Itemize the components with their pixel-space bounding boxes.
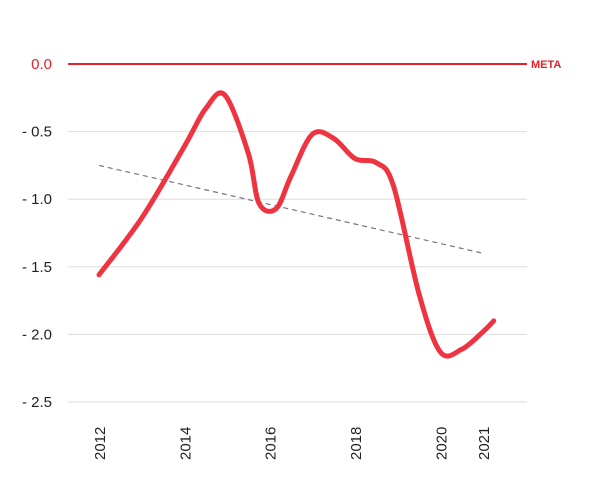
y-tick-label: - 0.5 xyxy=(22,124,52,141)
grid-lines xyxy=(68,131,527,403)
meta-reference-layer: META xyxy=(68,59,561,71)
y-tick-label: - 1.5 xyxy=(22,259,52,276)
y-tick-label: 0.0 xyxy=(31,56,52,73)
x-tick-label: 2020 xyxy=(433,427,450,460)
x-tick-label: 2021 xyxy=(476,427,493,460)
x-tick-label: 2012 xyxy=(92,427,109,460)
series-layer xyxy=(96,90,497,359)
series-line xyxy=(96,90,497,359)
x-tick-label: 2018 xyxy=(348,427,365,460)
y-axis-ticks: 0.0 - 0.5 - 1.0 - 1.5 - 2.0 - 2.5 xyxy=(22,56,52,411)
y-tick-label: - 1.0 xyxy=(22,191,52,208)
y-tick-label: - 2.5 xyxy=(22,394,52,411)
x-tick-label: 2014 xyxy=(177,427,194,460)
meta-label: META xyxy=(531,59,561,71)
y-tick-label: - 2.0 xyxy=(22,326,52,343)
x-axis-ticks: 2012 2014 2016 2018 2020 2021 xyxy=(92,427,493,460)
x-tick-label: 2016 xyxy=(263,427,280,460)
